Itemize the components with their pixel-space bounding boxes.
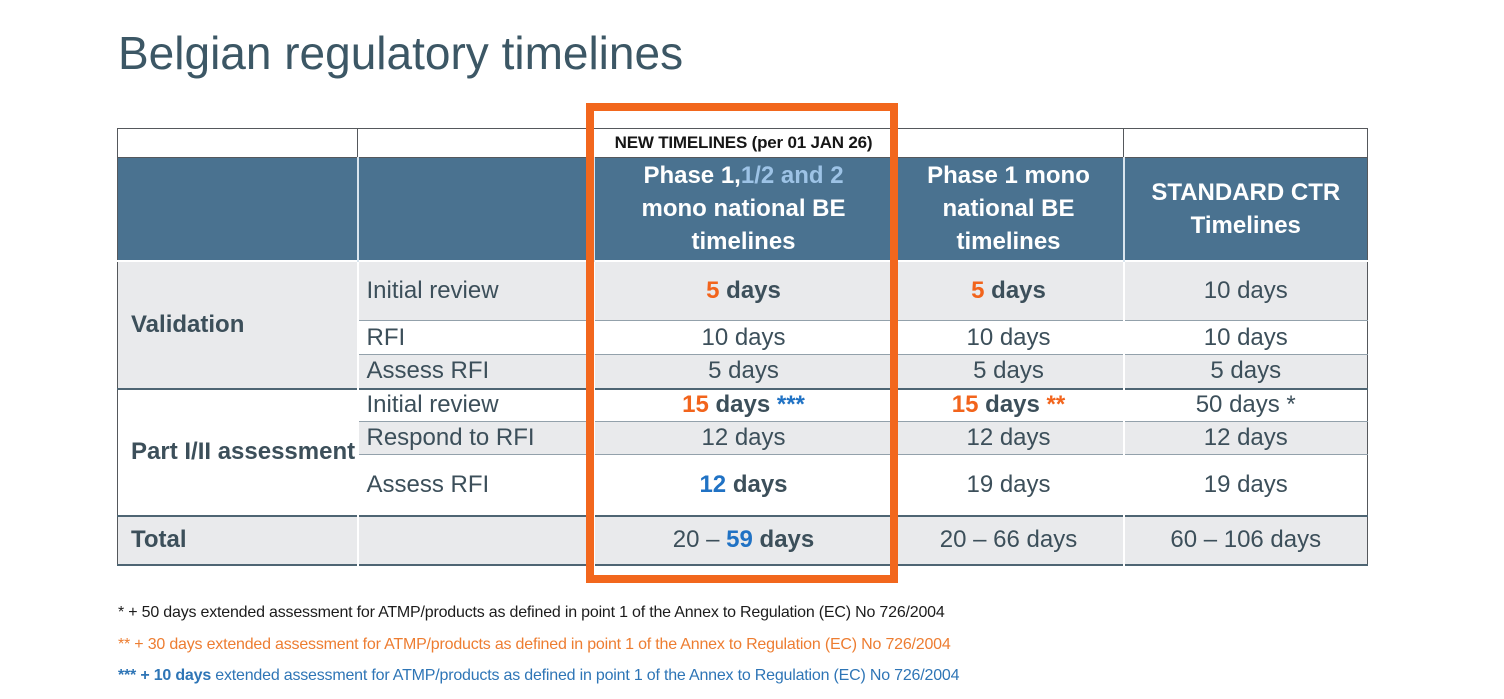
- step-cell-rfi: RFI: [356, 320, 594, 355]
- header-text-white: Phase 1,: [643, 162, 741, 190]
- value-num: 5: [971, 276, 985, 304]
- value-num: 5: [706, 276, 720, 304]
- value-cell-ctr: 10 days: [1122, 259, 1368, 321]
- footnote-1: * + 50 days extended assessment for ATMP…: [118, 604, 945, 621]
- header-line: national BE: [942, 195, 1075, 223]
- header-line: Timelines: [1190, 211, 1301, 239]
- row-group-total: Total: [117, 514, 358, 565]
- value-cell-new-be: 12 days: [592, 421, 894, 455]
- timelines-table-grid: NEW TIMELINES (per 01 JAN 26) Phase 1,1/…: [117, 128, 1368, 566]
- header-empty-group: [117, 157, 358, 261]
- value-num: 12: [699, 470, 727, 498]
- new-timelines-banner: NEW TIMELINES (per 01 JAN 26): [593, 128, 894, 158]
- value-cell-new-be: 12 days: [592, 454, 894, 516]
- header-line: Phase 1,1/2 and 2: [595, 159, 893, 192]
- value-cell-phase1-mono: 19 days: [892, 454, 1124, 516]
- value-unit: days: [978, 391, 1047, 419]
- value-cell-ctr: 10 days: [1122, 320, 1368, 355]
- value-prefix: 20 –: [672, 526, 727, 553]
- step-cell-assess-rfi: Assess RFI: [356, 454, 594, 516]
- total-empty-cell: [356, 514, 594, 565]
- table-row-part12-initial-review: Part I/II assessment Initial review 15 d…: [117, 387, 1368, 516]
- value-cell-phase1-mono: 5 days: [892, 259, 1124, 321]
- total-cell-phase1-mono: 20 – 66 days: [892, 514, 1124, 565]
- header-line: STANDARD CTR: [1151, 178, 1341, 206]
- value-unit: days: [719, 276, 781, 304]
- banner-spacer-cell: [357, 128, 594, 158]
- table-row-validation-initial-review: Validation Initial review 5 days 5 days …: [117, 259, 1368, 389]
- header-line: timelines: [956, 228, 1061, 256]
- total-cell-ctr: 60 – 106 days: [1122, 514, 1368, 565]
- footnote-3: *** + 10 days extended assessment for AT…: [118, 667, 959, 685]
- value-cell-phase1-mono: 10 days: [892, 320, 1124, 355]
- footnote-3-lead: *** + 10 days: [118, 667, 216, 684]
- col-header-standard-ctr: STANDARD CTR Timelines: [1122, 157, 1368, 261]
- header-empty-step: [356, 157, 594, 261]
- value-unit: days: [726, 470, 788, 498]
- col-header-phase1-12-2-mono-be: Phase 1,1/2 and 2 mono national BE timel…: [592, 157, 894, 261]
- value-cell-new-be: 5 days: [592, 354, 894, 389]
- value-num: 59: [726, 526, 753, 553]
- step-cell-initial-review: Initial review: [356, 259, 594, 321]
- footnote-marker-orange: **: [1046, 391, 1066, 419]
- value-unit: days: [984, 276, 1046, 304]
- header-line: mono national BE: [641, 195, 846, 223]
- value-cell-new-be: 15 days ***: [592, 387, 894, 422]
- value-cell-ctr: 12 days: [1122, 421, 1368, 455]
- total-cell-new-be: 20 – 59 days: [592, 514, 894, 565]
- header-row: Phase 1,1/2 and 2 mono national BE timel…: [117, 157, 1368, 261]
- table-row-total: Total 20 – 59 days 20 – 66 days 60 – 106…: [117, 514, 1368, 565]
- value-num: 15: [682, 391, 709, 419]
- value-cell-ctr: 50 days *: [1122, 387, 1368, 422]
- step-cell-initial-review: Initial review: [356, 387, 594, 422]
- footnote-2: ** + 30 days extended assessment for ATM…: [118, 635, 951, 653]
- value-cell-phase1-mono: 15 days **: [892, 387, 1124, 422]
- value-cell-ctr: 19 days: [1122, 454, 1368, 516]
- highlight-box-orange: [586, 103, 898, 583]
- value-cell-ctr: 5 days: [1122, 354, 1368, 389]
- footnote-3-rest: extended assessment for ATMP/products as…: [215, 667, 960, 684]
- value-cell-phase1-mono: 12 days: [892, 421, 1124, 455]
- step-cell-assess-rfi: Assess RFI: [356, 354, 594, 389]
- value-unit: days: [708, 391, 777, 419]
- banner-spacer-cell: [893, 128, 1124, 158]
- footnotes: * + 50 days extended assessment for ATMP…: [118, 604, 959, 699]
- row-group-part12-assessment: Part I/II assessment: [117, 387, 358, 516]
- value-cell-phase1-mono: 5 days: [892, 354, 1124, 389]
- header-line: Phase 1 mono: [927, 162, 1090, 190]
- value-cell-new-be: 5 days: [592, 259, 894, 321]
- footnote-marker-blue: ***: [776, 391, 805, 419]
- header-line: timelines: [691, 228, 796, 256]
- timelines-table: NEW TIMELINES (per 01 JAN 26) Phase 1,1/…: [117, 128, 1368, 566]
- slide-title: Belgian regulatory timelines: [118, 27, 684, 79]
- value-unit: days: [752, 526, 815, 553]
- header-text-lightblue: 1/2 and 2: [740, 162, 844, 190]
- step-cell-respond-to-rfi: Respond to RFI: [356, 421, 594, 455]
- banner-spacer-cell: [1123, 128, 1368, 158]
- col-header-phase1-mono-be: Phase 1 mono national BE timelines: [892, 157, 1124, 261]
- value-cell-new-be: 10 days: [592, 320, 894, 355]
- banner-row: NEW TIMELINES (per 01 JAN 26): [117, 128, 1368, 158]
- banner-spacer-cell: [117, 128, 358, 158]
- value-num: 15: [951, 391, 979, 419]
- row-group-validation: Validation: [117, 259, 358, 389]
